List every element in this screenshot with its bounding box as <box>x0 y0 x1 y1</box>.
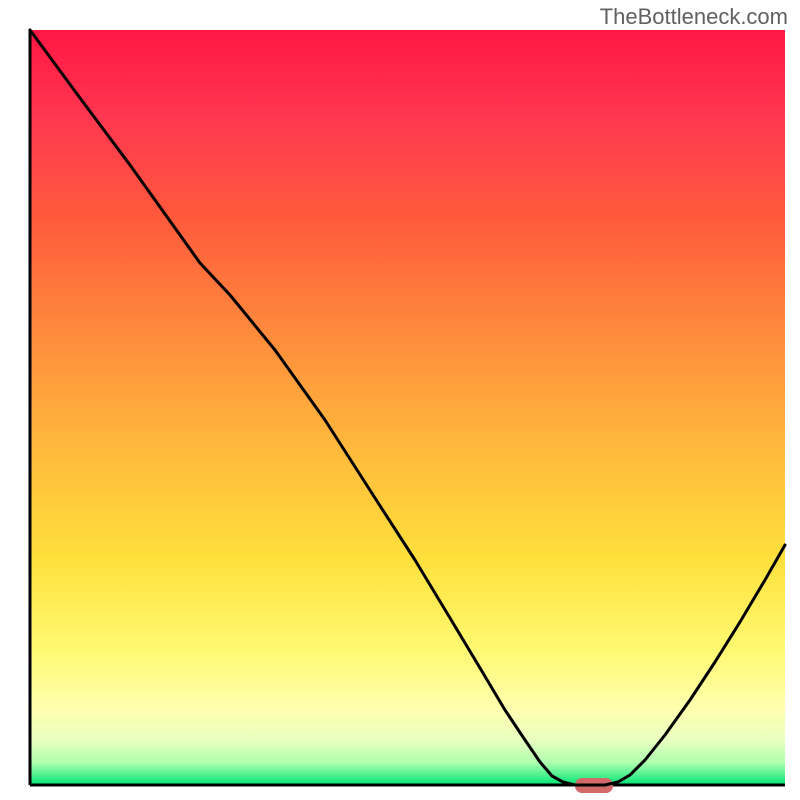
plot-background <box>30 30 785 785</box>
bottleneck-chart <box>0 0 800 800</box>
watermark-text: TheBottleneck.com <box>600 4 788 30</box>
